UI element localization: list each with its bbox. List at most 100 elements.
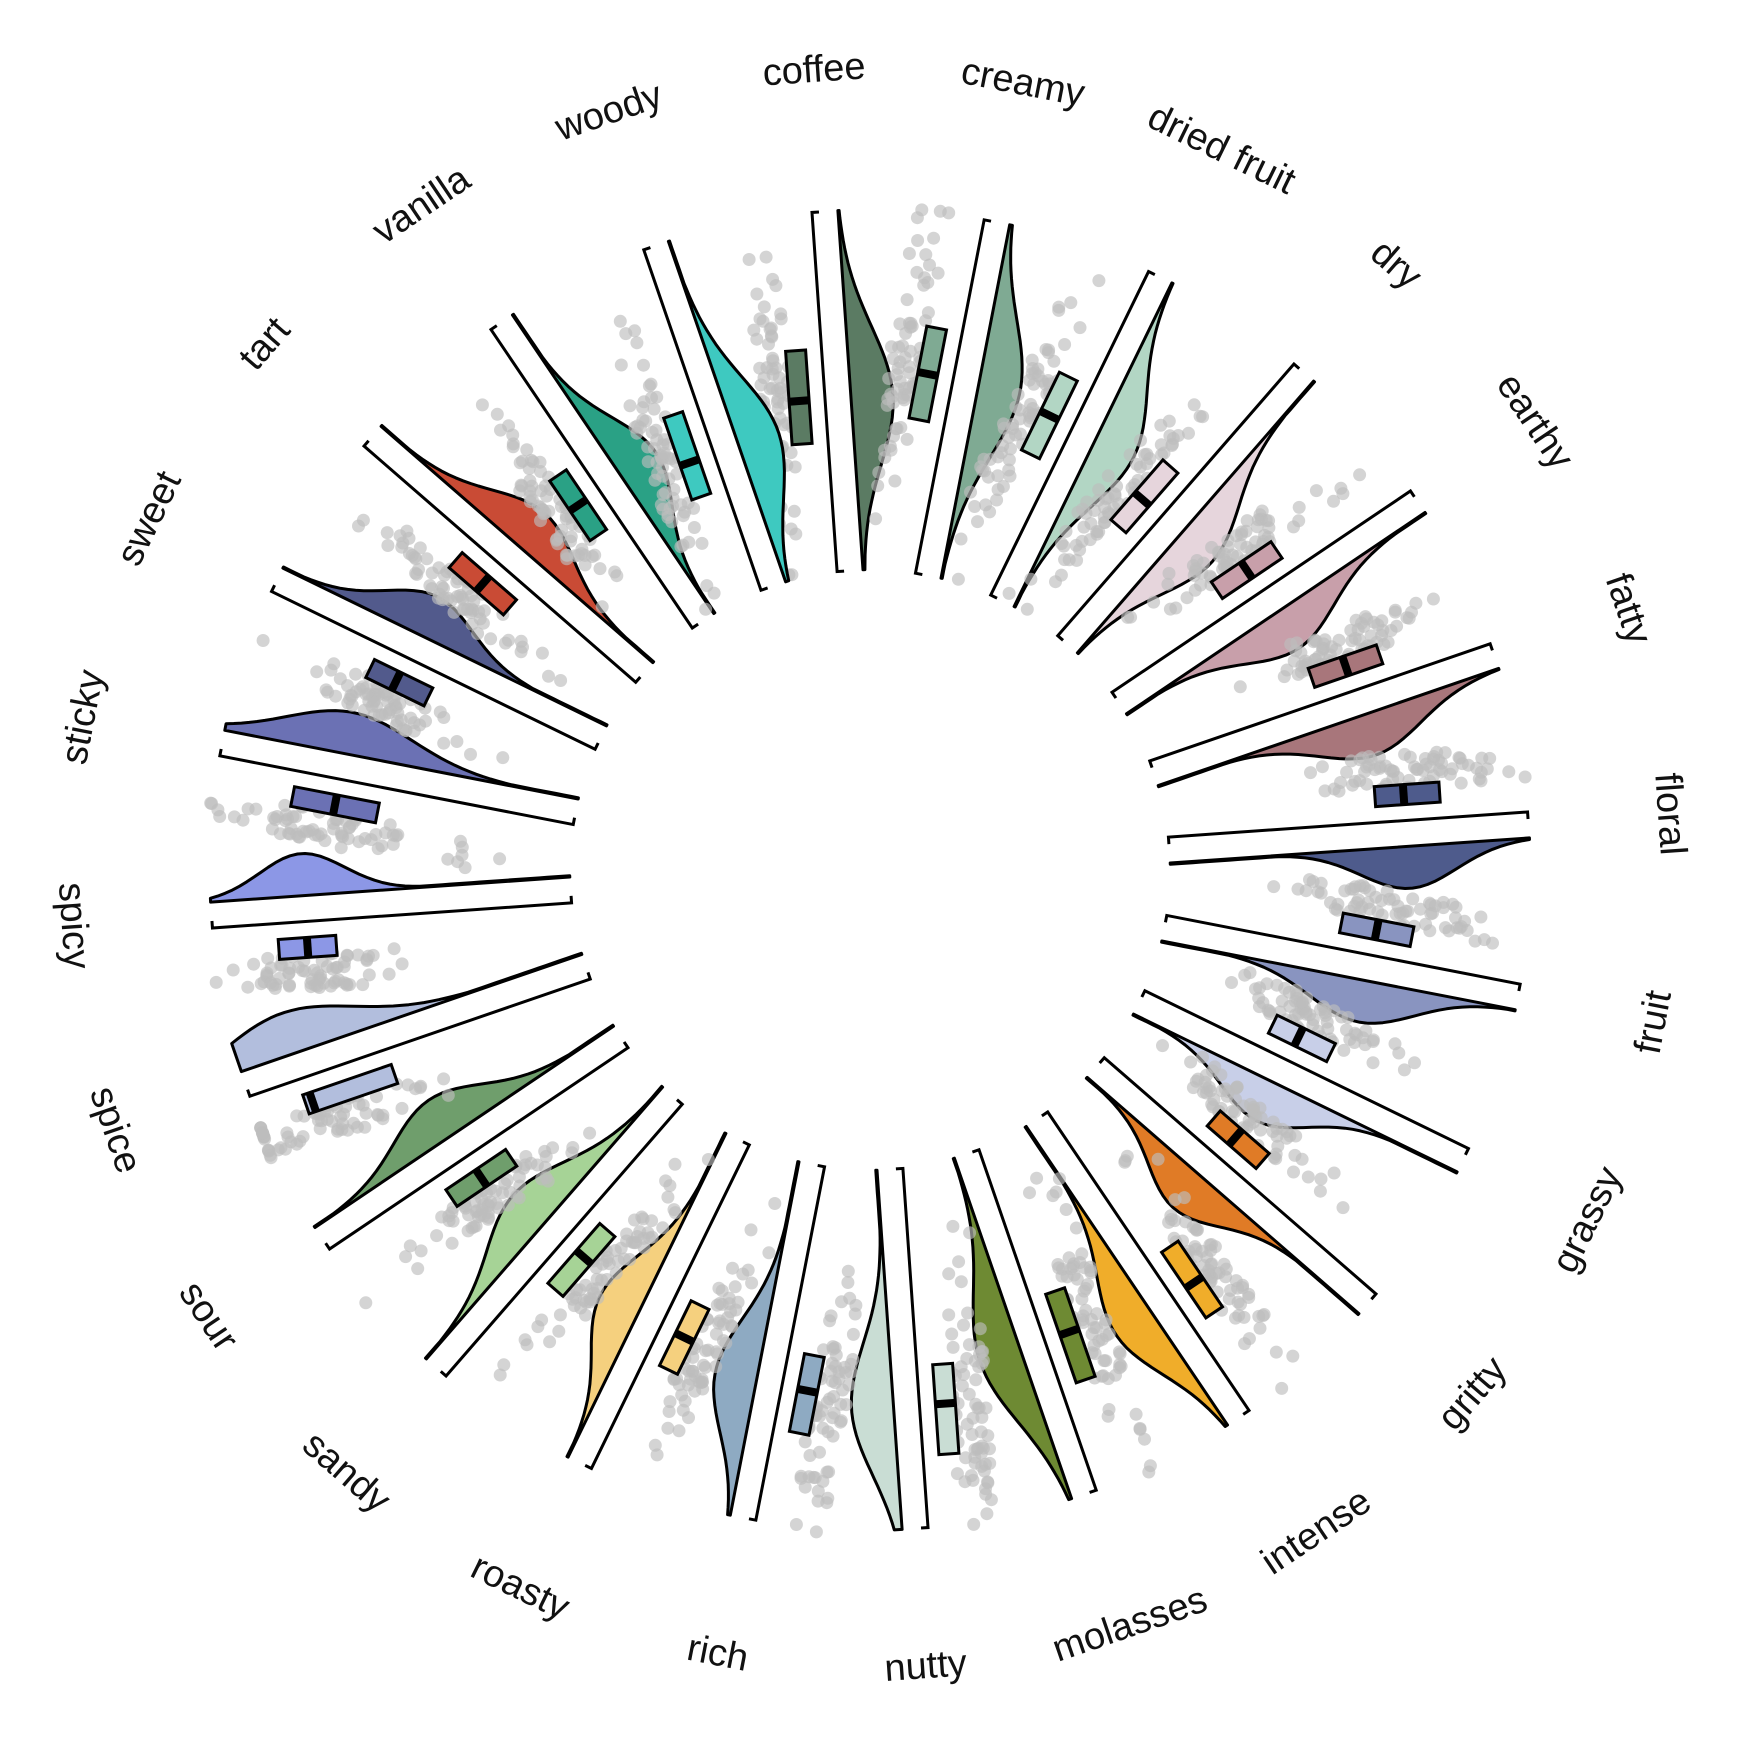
category-fatty [1147, 592, 1501, 789]
data-point [980, 1507, 994, 1521]
data-point [826, 1429, 840, 1443]
points-spice [254, 1072, 455, 1165]
data-point [1483, 751, 1497, 765]
data-point [583, 1126, 597, 1140]
range-bracket-grassy [1140, 988, 1471, 1156]
data-point [1315, 643, 1329, 657]
median-tart [473, 573, 493, 594]
data-point [610, 569, 624, 583]
data-point [324, 979, 338, 993]
data-point [771, 402, 785, 416]
data-point [321, 685, 335, 699]
data-point [1161, 577, 1175, 591]
data-point [1334, 481, 1348, 495]
data-point [966, 1473, 980, 1487]
data-point [979, 1401, 993, 1415]
category-nutty [849, 1166, 998, 1532]
data-point [399, 1250, 413, 1264]
data-point [1239, 524, 1253, 538]
data-point [437, 581, 450, 595]
data-point [902, 247, 916, 260]
category-label-fatty: fatty [1597, 568, 1660, 650]
data-point [471, 627, 485, 640]
data-point [226, 963, 240, 977]
data-point [1138, 1432, 1151, 1446]
range-bracket-intense [1041, 1109, 1252, 1416]
data-point [871, 479, 885, 493]
data-point [1130, 457, 1144, 471]
category-grassy [1131, 966, 1471, 1175]
data-point [789, 527, 803, 541]
data-point [1025, 367, 1039, 380]
data-point [539, 479, 552, 493]
data-point [1205, 1270, 1218, 1284]
data-point [465, 1221, 479, 1235]
data-point [699, 602, 713, 616]
data-point [637, 1241, 651, 1255]
data-point [1318, 633, 1332, 647]
data-point [789, 1518, 803, 1531]
data-point [650, 433, 664, 447]
data-point [540, 489, 554, 503]
data-point [383, 703, 397, 717]
category-label-roasty: roasty [464, 1546, 575, 1629]
points-fruit [1267, 873, 1499, 950]
data-point [893, 317, 907, 331]
data-point [839, 1398, 853, 1412]
data-point [750, 332, 764, 346]
data-point [1163, 602, 1177, 616]
data-point [1076, 1313, 1090, 1327]
range-bracket-sour [324, 1041, 631, 1252]
data-point [419, 714, 432, 728]
median-floral [1398, 784, 1409, 805]
data-point [753, 361, 767, 375]
data-point [1215, 1084, 1229, 1098]
data-point [1356, 879, 1370, 893]
data-point [645, 391, 658, 405]
data-point [825, 1411, 839, 1425]
data-point [869, 512, 883, 526]
data-point [501, 1198, 515, 1212]
data-point [807, 1470, 820, 1484]
range-bracket-rich [748, 1163, 827, 1522]
data-point [900, 432, 914, 446]
data-point [946, 1340, 960, 1354]
data-point [661, 1190, 675, 1204]
data-point [902, 360, 916, 374]
data-point [712, 1281, 726, 1295]
median-rich [796, 1384, 819, 1397]
data-point [1280, 1131, 1294, 1145]
data-point [1337, 1043, 1351, 1057]
data-point [278, 1142, 292, 1156]
median-nutty [935, 1398, 956, 1409]
data-point [1313, 1184, 1327, 1198]
data-point [933, 204, 947, 218]
data-point [564, 534, 577, 548]
data-point [1358, 610, 1372, 624]
data-point [279, 808, 293, 822]
points-intense [1118, 1149, 1300, 1395]
data-point [968, 1456, 982, 1470]
data-point [981, 1476, 995, 1490]
data-point [1133, 1422, 1147, 1436]
data-point [437, 591, 451, 605]
data-point [383, 818, 397, 832]
category-dry [1002, 361, 1316, 656]
data-point [794, 1469, 808, 1483]
data-point [1230, 1080, 1244, 1094]
data-point [846, 1353, 860, 1366]
data-point [357, 703, 371, 717]
data-point [1099, 1354, 1113, 1368]
data-point [1188, 564, 1202, 578]
data-point [484, 632, 498, 646]
category-label-spice: spice [81, 1081, 150, 1179]
data-point [447, 605, 461, 619]
category-label-sweet: sweet [109, 464, 190, 572]
data-point [1375, 614, 1389, 628]
data-point [636, 413, 650, 427]
data-point [978, 1457, 992, 1471]
data-point [1070, 1272, 1084, 1286]
data-point [395, 957, 409, 971]
data-point [1344, 882, 1358, 896]
data-point [382, 967, 396, 981]
